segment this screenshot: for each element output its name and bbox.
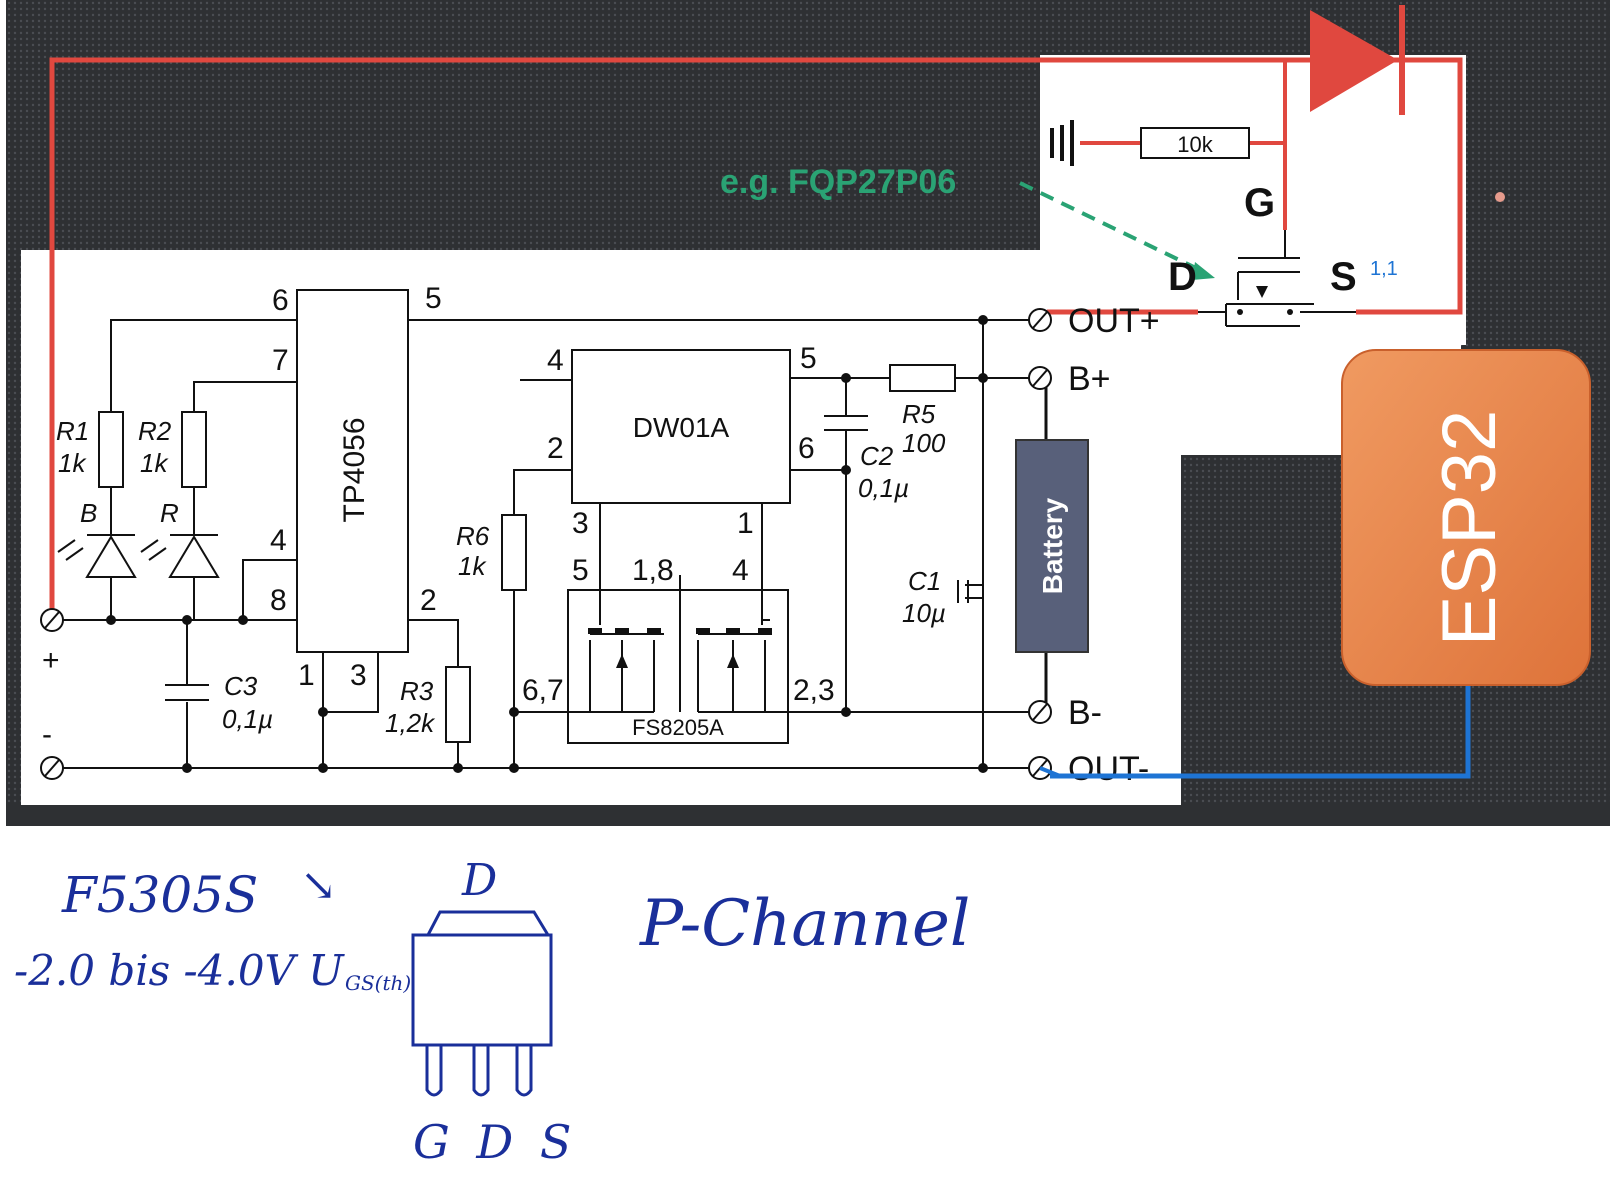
- arrow-head-icon: [1192, 262, 1215, 280]
- capacitor-c1: [957, 580, 969, 603]
- tp4056-pin3: 3: [350, 659, 367, 692]
- c1-name: C1: [908, 566, 941, 596]
- terminal-plus: +: [42, 644, 60, 677]
- resistor-10k-label: 10k: [1177, 132, 1213, 157]
- terminal-b-plus: B+: [1068, 360, 1111, 398]
- fs8205a-pin23: 2,3: [793, 674, 835, 707]
- c3-value: 0,1µ: [222, 704, 273, 734]
- c2-value: 0,1µ: [858, 473, 909, 503]
- c2-name: C2: [860, 441, 894, 471]
- ic-fs8205a: [567, 589, 789, 744]
- c3-name: C3: [224, 671, 258, 701]
- r6-value: 1k: [458, 551, 487, 581]
- mosfet-symbol: [1198, 230, 1356, 327]
- mosfet-pin-s: S: [1330, 255, 1357, 299]
- mosfet-example-label: e.g. FQP27P06: [720, 163, 956, 201]
- led-b-label: B: [80, 498, 97, 528]
- hand-vgs-sub: GS(th): [345, 971, 411, 995]
- annotation-arrow: [1019, 181, 1201, 272]
- blue-wire: [1050, 680, 1471, 779]
- tp4056-pin1: 1: [298, 659, 315, 692]
- capacitor-c3: [165, 684, 209, 701]
- resistor-r6: [501, 514, 527, 591]
- r3-name: R3: [400, 676, 434, 706]
- ic-fs8205a-label: FS8205A: [632, 715, 724, 740]
- tp4056-pin8: 8: [270, 584, 287, 617]
- r1-name: R1: [56, 416, 89, 446]
- esp32-label: ESP32: [1427, 410, 1512, 647]
- hand-part-number: F5305S: [61, 866, 258, 924]
- hand-vgs: -2.0 bis -4.0V U: [14, 946, 345, 995]
- dark-bottom-strip: [6, 805, 1610, 826]
- r6-name: R6: [456, 521, 490, 551]
- ic-tp4056-label: TP4056: [338, 417, 371, 522]
- red-wire: [49, 57, 1463, 620]
- fs8205a-pin5: 5: [572, 554, 589, 587]
- small-blue-mark: 1,1: [1370, 258, 1398, 280]
- battery-cell: [1015, 439, 1089, 653]
- hand-type: P-Channel: [639, 887, 970, 961]
- tp4056-pin6: 6: [272, 284, 289, 317]
- terminal-out-minus: OUT-: [1068, 750, 1149, 788]
- esp32-module: [1341, 349, 1591, 686]
- mosfet-pin-d: D: [1168, 255, 1197, 299]
- junction-dots: [106, 315, 988, 773]
- r2-name: R2: [138, 416, 172, 446]
- dw01a-pin6: 6: [798, 432, 815, 465]
- capacitor-c2: [824, 415, 868, 431]
- dw01a-pin1: 1: [737, 507, 754, 540]
- c1-value: 10µ: [902, 598, 946, 628]
- dw01a-pin4: 4: [547, 344, 564, 377]
- diode-icon: [1310, 10, 1398, 112]
- resistor-r5: [889, 364, 956, 392]
- r5-name: R5: [902, 399, 936, 429]
- mosfet-pin-g: G: [1244, 181, 1275, 225]
- dw01a-pin3: 3: [572, 507, 589, 540]
- schematic-wires: [60, 319, 1030, 769]
- resistor-r1: [98, 411, 124, 488]
- led-r-label: R: [160, 498, 179, 528]
- fs8205a-pin18: 1,8: [632, 554, 674, 587]
- hand-pkg-pins: G D S: [413, 1115, 577, 1169]
- tp4056-pin5: 5: [425, 282, 442, 315]
- resistor-r3: [445, 666, 471, 743]
- tp4056-pin2: 2: [420, 584, 437, 617]
- r5-value: 100: [902, 428, 946, 458]
- tp4056-pin7: 7: [272, 344, 289, 377]
- r1-value: 1k: [58, 448, 87, 478]
- r3-value: 1,2k: [385, 708, 436, 738]
- hand-arrow: ↘: [300, 860, 337, 911]
- terminal-b-minus: B-: [1068, 694, 1102, 732]
- terminal-minus: -: [42, 718, 52, 751]
- red-dot: [1495, 192, 1505, 202]
- ic-tp4056: [296, 289, 409, 653]
- ic-dw01a-label: DW01A: [633, 412, 730, 443]
- dw01a-pin5: 5: [800, 342, 817, 375]
- terminal-circles: [40, 308, 1052, 780]
- resistor-10k: [1140, 127, 1250, 159]
- tp4056-pin4: 4: [270, 524, 287, 557]
- dw01a-pin2: 2: [547, 432, 564, 465]
- resistor-r2: [181, 411, 207, 488]
- hand-package-drawing: [411, 910, 553, 1097]
- fs8205a-pin4: 4: [732, 554, 749, 587]
- led-r-icon: [140, 534, 220, 578]
- battery-label: Battery: [1037, 497, 1068, 594]
- terminal-out-plus: OUT+: [1068, 302, 1160, 340]
- led-b-icon: [57, 534, 137, 578]
- fs8205a-pin67: 6,7: [522, 674, 564, 707]
- hand-pkg-drain: D: [461, 855, 497, 906]
- r2-value: 1k: [140, 448, 169, 478]
- ic-dw01a: [571, 349, 791, 504]
